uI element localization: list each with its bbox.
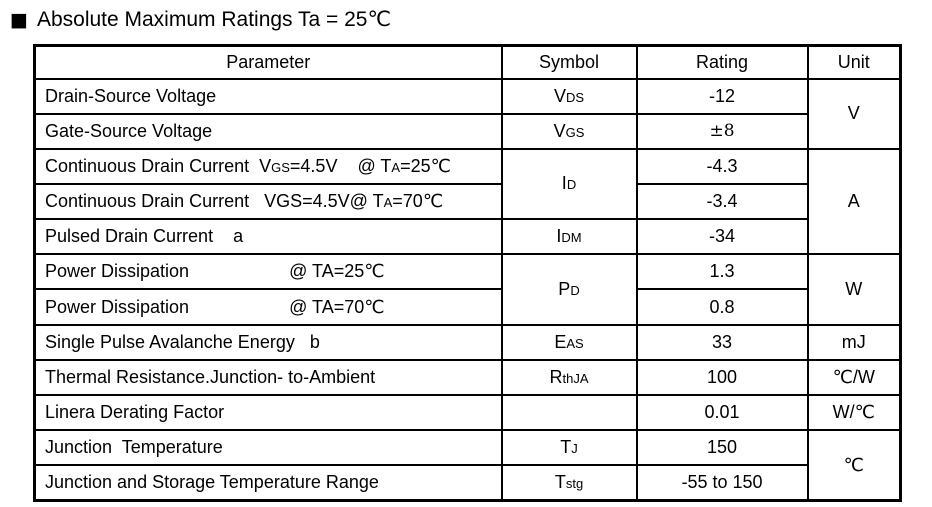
parameter-cell: Power Dissipation @ TA=25℃ (33, 253, 503, 291)
table-row: Gate-Source Voltage VGS ±8 (33, 112, 901, 150)
rating-cell: -55 to 150 (635, 464, 809, 502)
table-row: Single Pulse Avalanche Energy b EAS 33 m… (33, 323, 902, 361)
rating-cell: 1.3 (635, 253, 809, 291)
symbol-cell: TJ (500, 429, 638, 467)
parameter-cell: Single Pulse Avalanche Energy b (33, 323, 503, 361)
parameter-cell: Continuous Drain Current VGS=4.5V @ TA=2… (33, 147, 503, 185)
table-row: Continuous Drain Current VGS=4.5V@ TA=70… (33, 182, 901, 221)
symbol-cell (500, 393, 638, 432)
rating-cell: 33 (635, 323, 809, 361)
rating-cell: 150 (635, 429, 809, 467)
parameter-cell: Gate-Source Voltage (33, 112, 503, 150)
parameter-cell: Pulsed Drain Current a (33, 218, 503, 256)
parameter-cell: Thermal Resistance.Junction- to-Ambient (33, 358, 503, 396)
table-row: Power Dissipation @ TA=25℃ PD 1.3 W (33, 253, 902, 326)
col-header-parameter: Parameter (33, 44, 503, 80)
symbol-cell: EAS (500, 323, 638, 361)
unit-cell: W/℃ (806, 393, 902, 432)
unit-cell: V (806, 77, 902, 150)
filled-square-bullet-icon: ■ (10, 8, 28, 31)
rating-cell: 100 (635, 358, 809, 396)
rating-cell: -34 (635, 218, 809, 256)
absolute-maximum-ratings-table: Parameter Symbol Rating Unit Drain-Sourc… (33, 44, 902, 502)
unit-cell: W (806, 253, 902, 326)
col-header-symbol: Symbol (500, 44, 638, 80)
rating-cell: ±8 (635, 112, 809, 150)
rating-cell: -4.3 (635, 147, 809, 185)
rating-cell: 0.01 (635, 393, 809, 432)
symbol-cell: IDM (500, 218, 638, 256)
table-row: Junction and Storage Temperature Range T… (33, 464, 901, 502)
table-row: Linera Derating Factor 0.01 W/℃ (33, 393, 902, 432)
header-row: Parameter Symbol Rating Unit (33, 44, 902, 80)
symbol-cell: VGS (500, 112, 638, 150)
symbol-cell: ID (500, 147, 638, 221)
table-row: Power Dissipation @ TA=70℃ 0.8 (33, 288, 901, 326)
section-title-text: Absolute Maximum Ratings Ta = 25℃ (36, 8, 392, 31)
col-header-rating: Rating (635, 44, 809, 80)
unit-cell: A (806, 147, 902, 256)
unit-cell: ℃ (806, 429, 902, 502)
table-row: Continuous Drain Current VGS=4.5V @ TA=2… (33, 147, 902, 256)
unit-cell: mJ (806, 323, 902, 361)
symbol-cell: Tstg (500, 464, 638, 502)
table-row: Pulsed Drain Current a IDM -34 (33, 218, 901, 256)
symbol-cell: RthJA (500, 358, 638, 396)
table-row: Junction Temperature TJ 150 ℃ (33, 429, 902, 502)
rating-cell: -3.4 (635, 182, 809, 221)
rating-cell: -12 (635, 77, 809, 115)
table-row: Drain-Source Voltage VDS -12 V (33, 77, 902, 150)
symbol-cell: PD (500, 253, 638, 326)
parameter-cell: Junction Temperature (33, 429, 503, 467)
unit-cell: ℃/W (806, 358, 902, 396)
parameter-cell: Linera Derating Factor (33, 393, 503, 432)
section-title: ■ Absolute Maximum Ratings Ta = 25℃ (10, 8, 391, 32)
rating-cell: 0.8 (635, 288, 809, 326)
parameter-cell: Continuous Drain Current VGS=4.5V@ TA=70… (33, 182, 503, 221)
symbol-cell: VDS (500, 77, 638, 115)
col-header-unit: Unit (806, 44, 902, 80)
parameter-cell: Drain-Source Voltage (33, 77, 503, 115)
parameter-cell: Power Dissipation @ TA=70℃ (33, 288, 503, 326)
parameter-cell: Junction and Storage Temperature Range (33, 464, 503, 502)
table-row: Thermal Resistance.Junction- to-Ambient … (33, 358, 902, 396)
